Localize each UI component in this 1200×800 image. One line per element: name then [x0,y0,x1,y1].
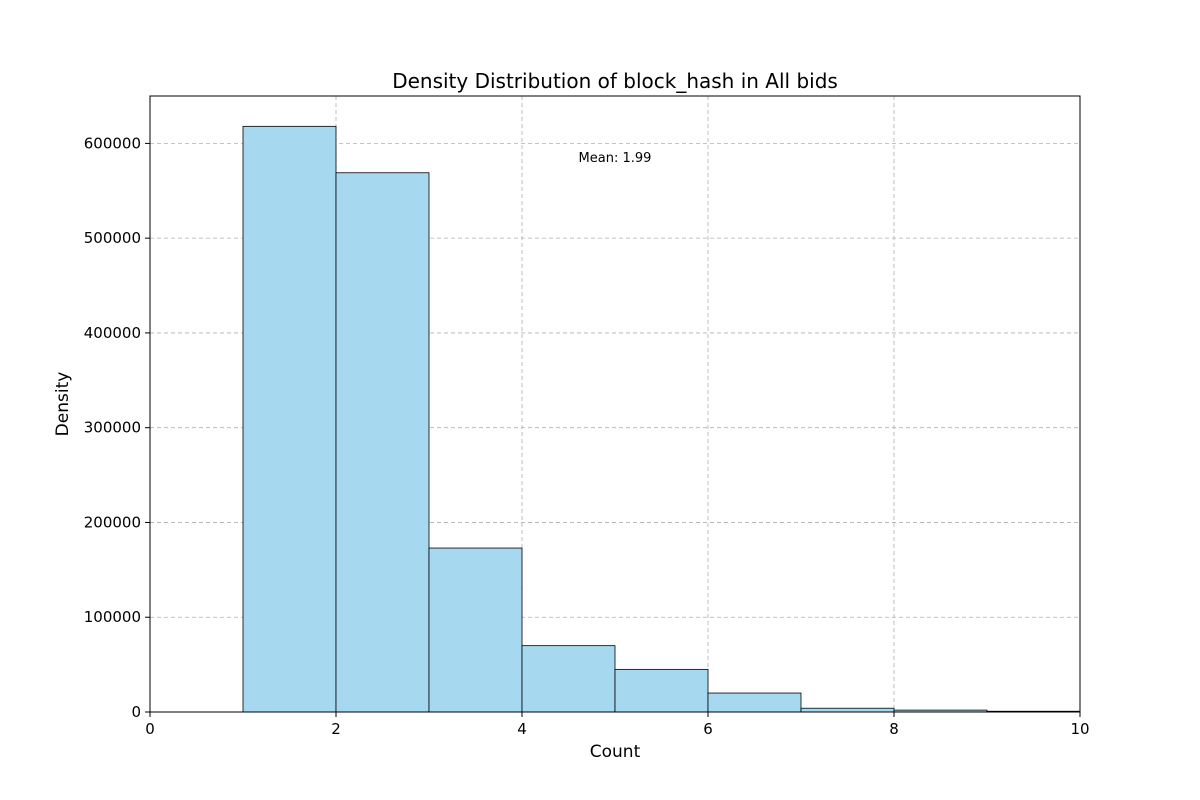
x-tick-label: 8 [889,720,899,738]
y-tick-label: 100000 [84,608,141,626]
histogram-bar-4 [521,645,616,713]
histogram-bar-2 [335,172,430,713]
y-tick-label: 600000 [84,134,141,152]
histogram-bar-7 [800,707,895,713]
x-tick-label: 4 [517,720,527,738]
x-axis-label: Count [590,742,641,762]
x-tick-label: 6 [703,720,713,738]
mean-annotation: Mean: 1.99 [579,151,652,166]
histogram-bar-1 [242,125,337,713]
axis-ticks: 0 2 4 6 8 10 0 100000 200000 300000 400000 500000 60… [84,134,1090,738]
y-tick-label: 200000 [84,513,141,531]
y-tick-label: 400000 [84,324,141,342]
histogram-bar-6 [707,692,802,713]
plot-frame [149,95,1081,713]
x-tick-label: 10 [1070,720,1089,738]
x-tick-label: 0 [145,720,155,738]
y-tick-label: 0 [131,703,141,721]
y-tick-label: 300000 [84,419,141,437]
chart-title: Density Distribution of block_hash in Al… [392,69,838,93]
histogram-bar-5 [614,668,709,713]
histogram-bar-3 [428,547,523,713]
y-tick-label: 500000 [84,229,141,247]
y-axis-label: Density [53,372,73,437]
x-tick-label: 2 [331,720,341,738]
histogram-bars [242,125,1081,713]
